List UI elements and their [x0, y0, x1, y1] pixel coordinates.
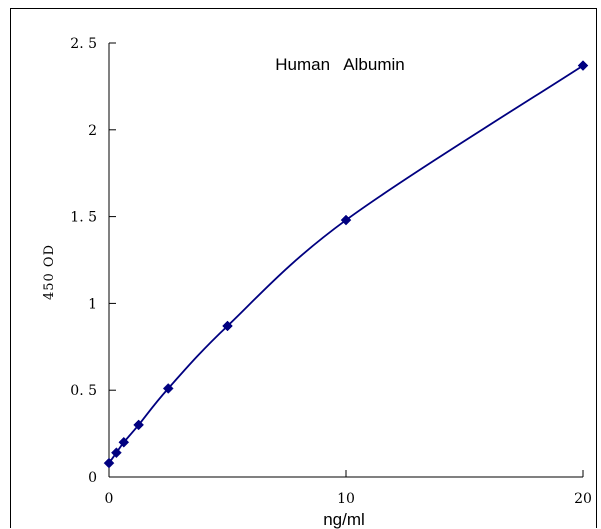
y-tick-label: 1. 5 [70, 210, 97, 226]
x-axis-title: ng/ml [323, 510, 365, 529]
data-point [118, 436, 130, 448]
data-point [103, 457, 115, 469]
marker-layer [103, 60, 589, 469]
y-tick-label: 1 [88, 296, 97, 312]
x-tick-label: 10 [337, 491, 355, 507]
data-point [577, 60, 589, 71]
y-axis-title: 450 OD [42, 244, 57, 300]
y-tick-label: 0. 5 [70, 383, 97, 399]
data-point [111, 447, 122, 459]
x-tick-label: 0 [105, 491, 114, 507]
data-point [162, 383, 174, 394]
y-tick-label: 2. 5 [70, 36, 97, 52]
x-tick-label: 20 [574, 491, 592, 507]
series-line [108, 64, 584, 464]
curve-layer [108, 64, 584, 464]
data-point [222, 320, 233, 332]
y-tick-label: 0 [88, 470, 97, 486]
data-point [340, 214, 352, 226]
data-point [133, 419, 144, 431]
y-tick-label: 2 [88, 123, 97, 139]
axes [108, 43, 583, 478]
chart-title: Human Albumin [275, 55, 404, 74]
chart-frame [10, 8, 597, 528]
y-ticks: 0 0. 5 1 1. 5 2 2. 5 [70, 36, 116, 486]
x-ticks: 0 10 20 [105, 470, 592, 507]
